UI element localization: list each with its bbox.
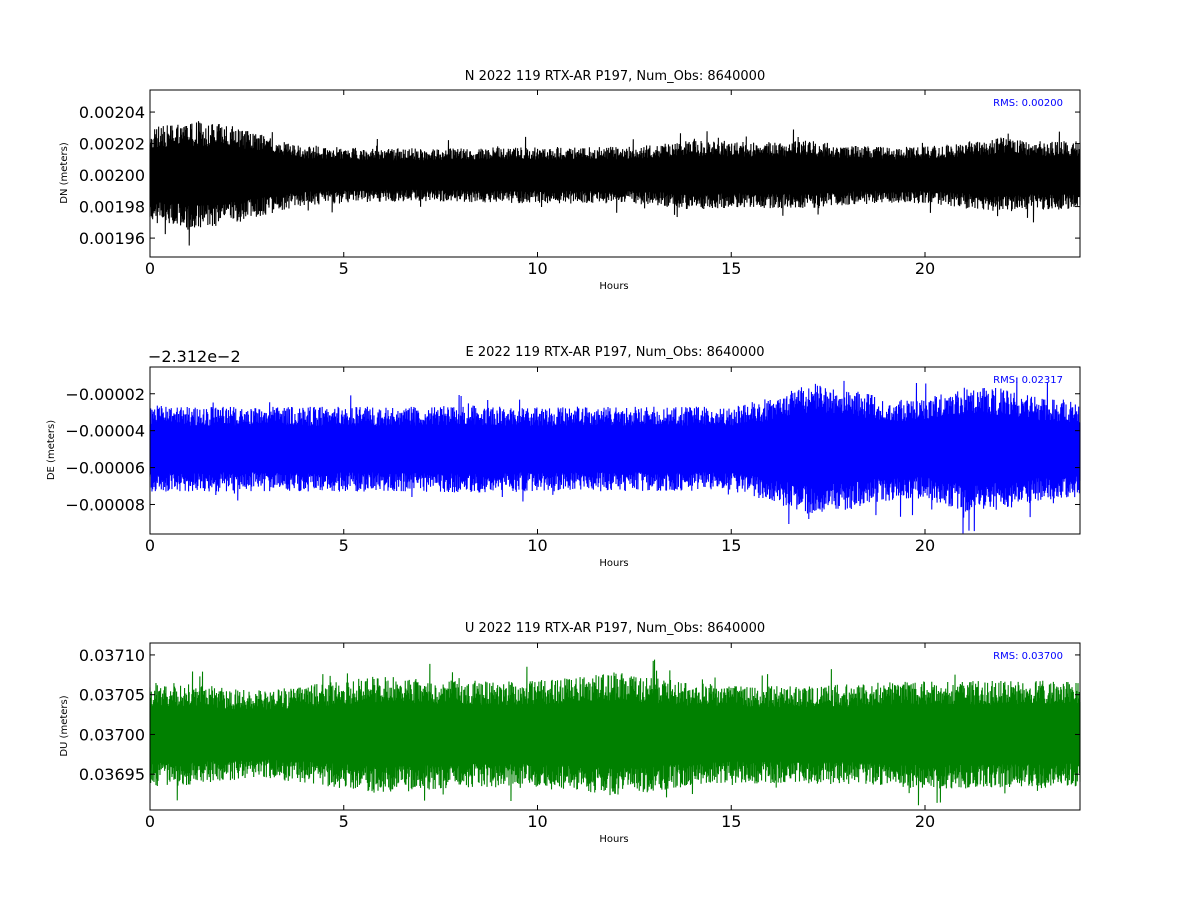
north-y-tick-label: 0.00202 xyxy=(79,135,145,154)
east-panel: E 2022 119 RTX-AR P197, Num_Obs: 8640000… xyxy=(46,345,1081,569)
east-x-tick-label: 0 xyxy=(145,536,155,555)
up-x-axis-label: Hours xyxy=(599,834,628,845)
north-x-axis-label: Hours xyxy=(599,281,628,292)
east-x-tick-label: 15 xyxy=(721,536,741,555)
up-x-tick-label: 10 xyxy=(527,812,547,831)
north-x-tick-label: 15 xyxy=(721,259,741,278)
north-title: N 2022 119 RTX-AR P197, Num_Obs: 8640000 xyxy=(465,69,765,84)
east-y-tick-label: −0.00002 xyxy=(65,385,145,404)
east-x-axis-label: Hours xyxy=(599,558,628,569)
north-y-tick-label: 0.00196 xyxy=(79,229,145,248)
up-y-tick-label: 0.03695 xyxy=(79,765,145,784)
east-y-tick-label: −0.00006 xyxy=(65,459,145,478)
east-series-line xyxy=(149,377,1081,534)
up-x-tick-label: 5 xyxy=(339,812,349,831)
up-panel: U 2022 119 RTX-AR P197, Num_Obs: 8640000… xyxy=(59,621,1081,845)
up-x-tick-label: 15 xyxy=(721,812,741,831)
up-y-tick-label: 0.03700 xyxy=(79,725,145,744)
east-x-tick-label: 5 xyxy=(339,536,349,555)
north-series-line xyxy=(149,121,1081,246)
up-rms-annotation: RMS: 0.03700 xyxy=(993,651,1063,662)
east-series xyxy=(149,377,1081,534)
east-y-axis-label: DE (meters) xyxy=(46,420,57,480)
north-panel: N 2022 119 RTX-AR P197, Num_Obs: 8640000… xyxy=(59,69,1081,292)
north-x-tick-label: 5 xyxy=(339,259,349,278)
north-y-tick-label: 0.00204 xyxy=(79,103,145,122)
east-y-offset-label: −2.312e−2 xyxy=(148,347,241,366)
up-x-tick-label: 0 xyxy=(145,812,155,831)
up-series-line xyxy=(149,659,1081,806)
up-title: U 2022 119 RTX-AR P197, Num_Obs: 8640000 xyxy=(465,621,765,636)
north-y-axis-label: DN (meters) xyxy=(59,142,70,204)
north-x-tick-label: 0 xyxy=(145,259,155,278)
up-series xyxy=(149,659,1081,806)
up-y-axis-label: DU (meters) xyxy=(59,695,70,756)
north-y-tick-label: 0.00200 xyxy=(79,166,145,185)
up-plot-frame xyxy=(149,642,1081,811)
north-series xyxy=(149,121,1081,246)
east-rms-annotation: RMS: 0.02317 xyxy=(993,375,1063,386)
east-ticks: 0 5 10 15 20 −0.00008 −0.00006 −0.00004 −0.00002 xyxy=(65,367,1080,555)
east-x-tick-label: 20 xyxy=(915,536,935,555)
north-x-tick-label: 10 xyxy=(527,259,547,278)
north-plot-frame xyxy=(149,89,1081,258)
east-plot-frame xyxy=(149,366,1081,535)
east-title: E 2022 119 RTX-AR P197, Num_Obs: 8640000 xyxy=(466,345,765,360)
north-y-tick-label: 0.00198 xyxy=(79,198,145,217)
up-ticks: 0 5 10 15 20 0.03695 0.03700 0.03705 0.03710 xyxy=(79,643,1080,831)
east-y-tick-label: −0.00008 xyxy=(65,495,145,514)
east-y-tick-label: −0.00004 xyxy=(65,422,145,441)
north-ticks: 0 5 10 15 20 0.00196 0.00198 0.00200 0.00202 0.00… xyxy=(79,90,1080,278)
north-x-tick-label: 20 xyxy=(915,259,935,278)
east-x-tick-label: 10 xyxy=(527,536,547,555)
north-rms-annotation: RMS: 0.00200 xyxy=(993,98,1063,109)
up-x-tick-label: 20 xyxy=(915,812,935,831)
up-y-tick-label: 0.03710 xyxy=(79,646,145,665)
up-y-tick-label: 0.03705 xyxy=(79,686,145,705)
